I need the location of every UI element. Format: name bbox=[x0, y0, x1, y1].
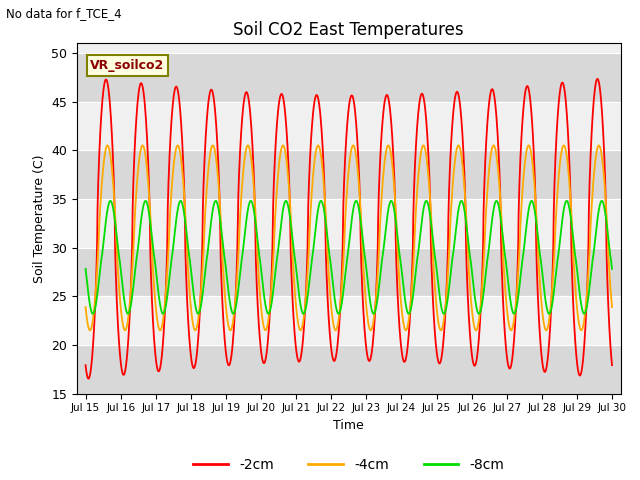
-4cm bbox=[608, 304, 616, 310]
-2cm bbox=[305, 172, 313, 178]
Line: -8cm: -8cm bbox=[86, 201, 612, 314]
Bar bbox=[77, 296, 621, 345]
Bar bbox=[77, 345, 621, 394]
Legend: -2cm, -4cm, -8cm: -2cm, -4cm, -8cm bbox=[188, 453, 510, 478]
Line: -2cm: -2cm bbox=[86, 79, 612, 379]
-4cm bbox=[122, 325, 130, 331]
Bar bbox=[77, 248, 621, 296]
Y-axis label: Soil Temperature (C): Soil Temperature (C) bbox=[33, 154, 45, 283]
Bar bbox=[77, 102, 621, 150]
-4cm bbox=[382, 150, 390, 156]
Bar bbox=[77, 43, 621, 53]
-4cm bbox=[144, 174, 152, 180]
Title: Soil CO2 East Temperatures: Soil CO2 East Temperatures bbox=[234, 21, 464, 39]
-2cm bbox=[123, 357, 131, 363]
-2cm bbox=[144, 157, 152, 163]
-8cm bbox=[144, 203, 152, 209]
-8cm bbox=[305, 283, 313, 288]
-8cm bbox=[528, 198, 536, 204]
-8cm bbox=[510, 311, 518, 317]
-2cm bbox=[593, 76, 601, 82]
-4cm bbox=[332, 327, 339, 333]
-2cm bbox=[326, 329, 333, 335]
-2cm bbox=[316, 110, 324, 116]
-8cm bbox=[326, 252, 333, 257]
-8cm bbox=[316, 200, 324, 205]
-8cm bbox=[82, 266, 90, 272]
-4cm bbox=[82, 304, 90, 310]
Bar bbox=[77, 53, 621, 102]
Text: VR_soilco2: VR_soilco2 bbox=[90, 59, 164, 72]
-4cm bbox=[316, 146, 324, 152]
Bar bbox=[77, 199, 621, 248]
-4cm bbox=[326, 280, 333, 286]
-4cm bbox=[349, 143, 357, 148]
-8cm bbox=[122, 308, 130, 314]
Text: No data for f_TCE_4: No data for f_TCE_4 bbox=[6, 7, 122, 20]
-8cm bbox=[381, 231, 389, 237]
-8cm bbox=[608, 266, 616, 272]
-2cm bbox=[608, 362, 616, 368]
Line: -4cm: -4cm bbox=[86, 145, 612, 330]
-4cm bbox=[305, 245, 313, 251]
X-axis label: Time: Time bbox=[333, 419, 364, 432]
Bar bbox=[77, 150, 621, 199]
-2cm bbox=[82, 362, 90, 368]
-2cm bbox=[381, 95, 389, 100]
-2cm bbox=[84, 376, 92, 382]
